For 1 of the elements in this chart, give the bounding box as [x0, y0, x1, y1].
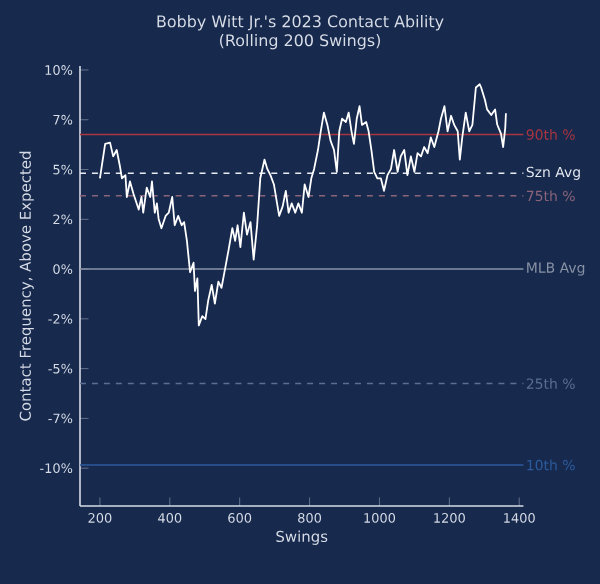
line-series	[99, 83, 507, 327]
